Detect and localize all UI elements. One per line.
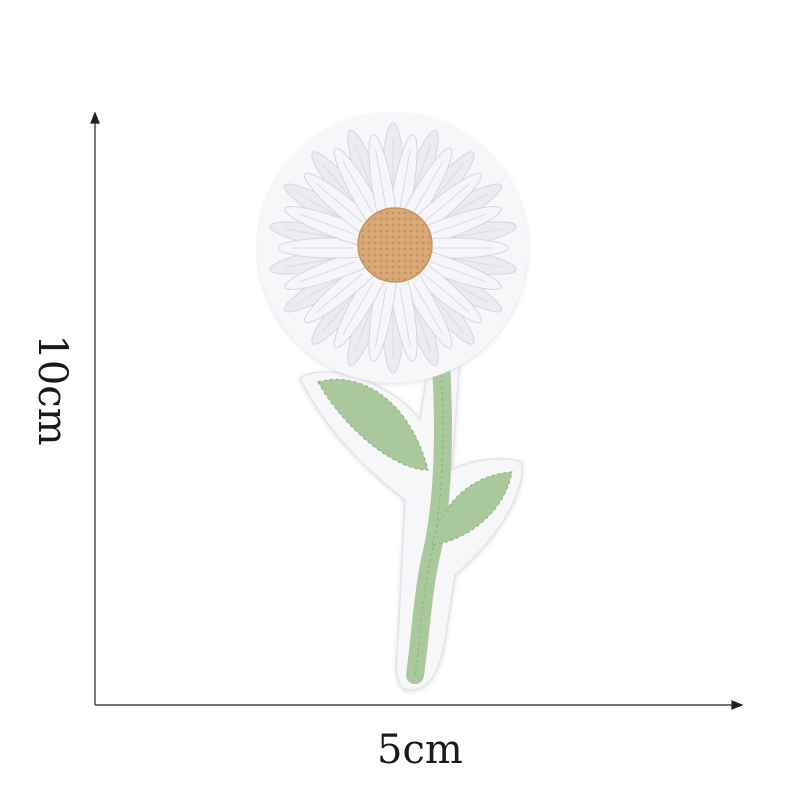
petal-vein [423,273,470,313]
petal-vein [423,183,470,223]
left-leaf [317,378,429,471]
petal-vein [298,261,356,283]
petal-vein [430,213,488,235]
petal-vein [412,161,444,214]
width-label: 5cm [377,727,463,773]
petal-vein [316,273,363,313]
petal-vein [430,261,488,283]
petal-vein [399,287,411,347]
petal-vein [342,161,374,214]
petal-vein [316,183,363,223]
dimension-axes [90,111,744,710]
petal-vein [342,282,374,335]
height-arrow-icon [90,111,100,124]
width-arrow-icon [731,700,744,710]
height-label: 10cm [29,334,75,446]
petal-vein [375,287,387,347]
patch-backing [299,354,523,691]
petal-vein [412,282,444,335]
petal-vein [375,149,387,209]
petal-vein [298,213,356,235]
daisy-center [357,207,433,283]
right-leaf [431,471,513,546]
petal-vein [399,149,411,209]
